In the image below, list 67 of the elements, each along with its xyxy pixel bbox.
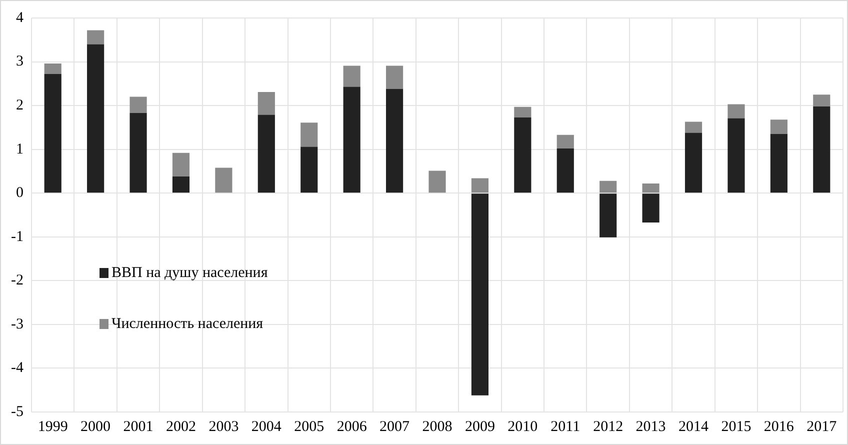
bar	[600, 194, 617, 238]
bar	[471, 178, 488, 193]
x-tick-label: 2014	[678, 418, 710, 435]
x-tick-label: 2004	[251, 418, 282, 435]
bar	[130, 113, 147, 193]
bar	[514, 117, 532, 193]
y-tick-label: 2	[16, 97, 24, 114]
bar	[813, 106, 830, 193]
bar	[130, 96, 147, 113]
x-tick-label: 2017	[806, 418, 838, 435]
x-tick-label: 2003	[208, 418, 239, 435]
bar	[813, 94, 830, 106]
bar	[471, 194, 488, 396]
bar	[172, 152, 190, 176]
y-tick-label: 0	[16, 185, 24, 202]
bar	[215, 168, 232, 193]
bar	[44, 74, 62, 193]
x-tick-label: 2005	[294, 418, 324, 435]
x-tick-label: 2000	[80, 418, 111, 435]
bar	[44, 64, 62, 74]
x-tick-label: 2012	[593, 418, 624, 435]
bar	[172, 176, 190, 193]
bar	[386, 88, 404, 193]
x-tick-label: 2009	[464, 418, 495, 435]
y-tick-label: -1	[10, 228, 24, 245]
y-tick-label: 4	[16, 10, 24, 26]
legend-label: ВВП на душу населения	[111, 264, 268, 281]
bar	[343, 66, 360, 87]
x-tick-label: 2007	[380, 418, 410, 435]
x-tick-label: 1999	[38, 418, 68, 435]
x-tick-label: 2006	[336, 418, 368, 435]
legend-label: Численность населения	[111, 316, 264, 332]
x-tick-label: 2013	[636, 418, 666, 435]
x-tick-label: 2002	[166, 418, 196, 435]
bar	[514, 106, 532, 118]
x-tick-label: 2008	[422, 418, 452, 435]
bar	[87, 30, 104, 44]
bar	[770, 120, 788, 134]
y-tick-label: 1	[16, 141, 24, 158]
y-tick-label: -5	[10, 404, 24, 420]
bar	[87, 44, 104, 193]
y-tick-label: -2	[10, 272, 24, 289]
bar	[300, 146, 318, 193]
bar	[728, 118, 745, 193]
bar	[428, 170, 446, 193]
bar	[728, 104, 745, 118]
x-tick-label: 2001	[123, 418, 154, 435]
bar	[642, 194, 660, 222]
bar	[684, 122, 702, 133]
bar	[600, 180, 617, 193]
bar	[642, 183, 660, 193]
x-tick-label: 2015	[721, 418, 752, 435]
bar	[556, 148, 574, 193]
x-tick-label: 2016	[764, 418, 794, 435]
bar	[258, 92, 275, 115]
x-tick-label: 2011	[550, 418, 580, 435]
bar	[556, 134, 574, 148]
bar	[343, 86, 360, 193]
y-tick-label: -3	[10, 316, 24, 332]
x-tick-label: 2010	[508, 418, 538, 435]
bar	[258, 114, 275, 193]
bar	[770, 134, 788, 193]
y-tick-label: -4	[10, 360, 24, 376]
bar	[684, 132, 702, 193]
bar	[386, 66, 404, 89]
y-tick-label: 3	[16, 54, 24, 70]
bar	[300, 122, 318, 147]
